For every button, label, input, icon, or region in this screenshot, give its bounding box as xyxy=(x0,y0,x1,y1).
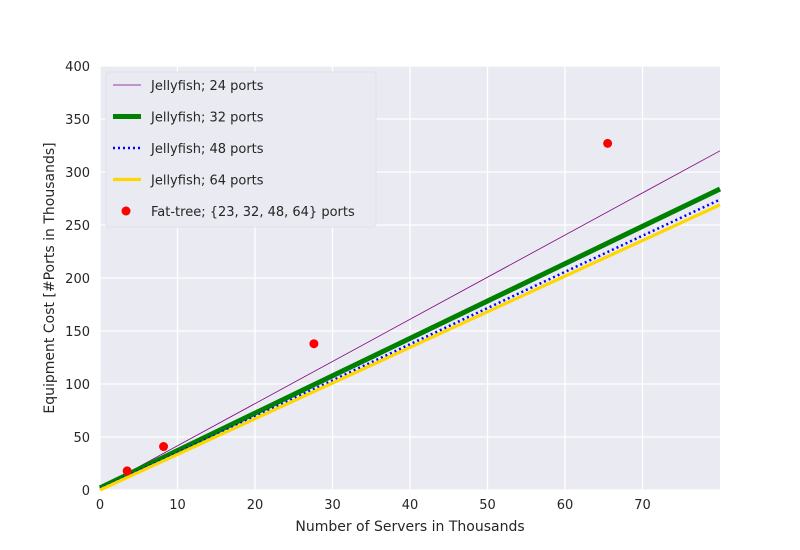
legend-swatch xyxy=(121,206,131,216)
legend-label: Jellyfish; 24 ports xyxy=(150,79,264,94)
legend: Jellyfish; 24 ports Jellyfish; 32 ports Je… xyxy=(105,71,377,228)
scatter-point xyxy=(159,442,169,452)
x-tick-label: 0 xyxy=(96,498,104,513)
series-line-jellyfish-64-ports xyxy=(99,203,721,492)
legend-label: Fat-tree; {23, 32, 48, 64} ports xyxy=(151,205,355,220)
x-tick-label: 60 xyxy=(557,498,574,513)
y-tick-label: 50 xyxy=(73,431,90,446)
series-line-jellyfish-32-ports xyxy=(98,186,722,491)
y-tick-label: 100 xyxy=(65,378,90,393)
x-tick-label: 30 xyxy=(324,498,341,513)
scatter-point xyxy=(603,138,613,148)
scatter-point xyxy=(309,339,319,349)
y-axis-label: Equipment Cost [#Ports in Thousands] xyxy=(42,142,58,413)
series-line-jellyfish-48-ports xyxy=(99,198,721,491)
x-axis-ticks: 0 10 20 30 40 50 60 70 xyxy=(96,498,651,513)
x-axis-label: Number of Servers in Thousands xyxy=(295,519,524,535)
scatter-point xyxy=(122,466,132,476)
series-lines xyxy=(98,150,722,492)
y-tick-label: 0 xyxy=(82,484,90,499)
x-tick-label: 40 xyxy=(402,498,419,513)
y-tick-label: 250 xyxy=(65,219,90,234)
x-tick-label: 50 xyxy=(479,498,496,513)
legend-label: Jellyfish; 48 ports xyxy=(150,142,264,157)
y-tick-label: 300 xyxy=(65,166,90,181)
x-tick-label: 20 xyxy=(247,498,264,513)
legend-box xyxy=(105,71,377,228)
y-tick-label: 400 xyxy=(65,60,90,75)
x-tick-label: 10 xyxy=(169,498,186,513)
y-tick-label: 150 xyxy=(65,325,90,340)
series-line-jellyfish-24-ports xyxy=(99,150,721,489)
y-tick-label: 350 xyxy=(65,113,90,128)
y-tick-label: 200 xyxy=(65,272,90,287)
x-tick-label: 70 xyxy=(634,498,651,513)
series-points xyxy=(122,138,613,476)
legend-label: Jellyfish; 64 ports xyxy=(150,174,264,189)
legend-label: Jellyfish; 32 ports xyxy=(150,111,264,126)
y-axis-ticks: 0 50 100 150 200 250 300 350 400 xyxy=(65,60,90,499)
